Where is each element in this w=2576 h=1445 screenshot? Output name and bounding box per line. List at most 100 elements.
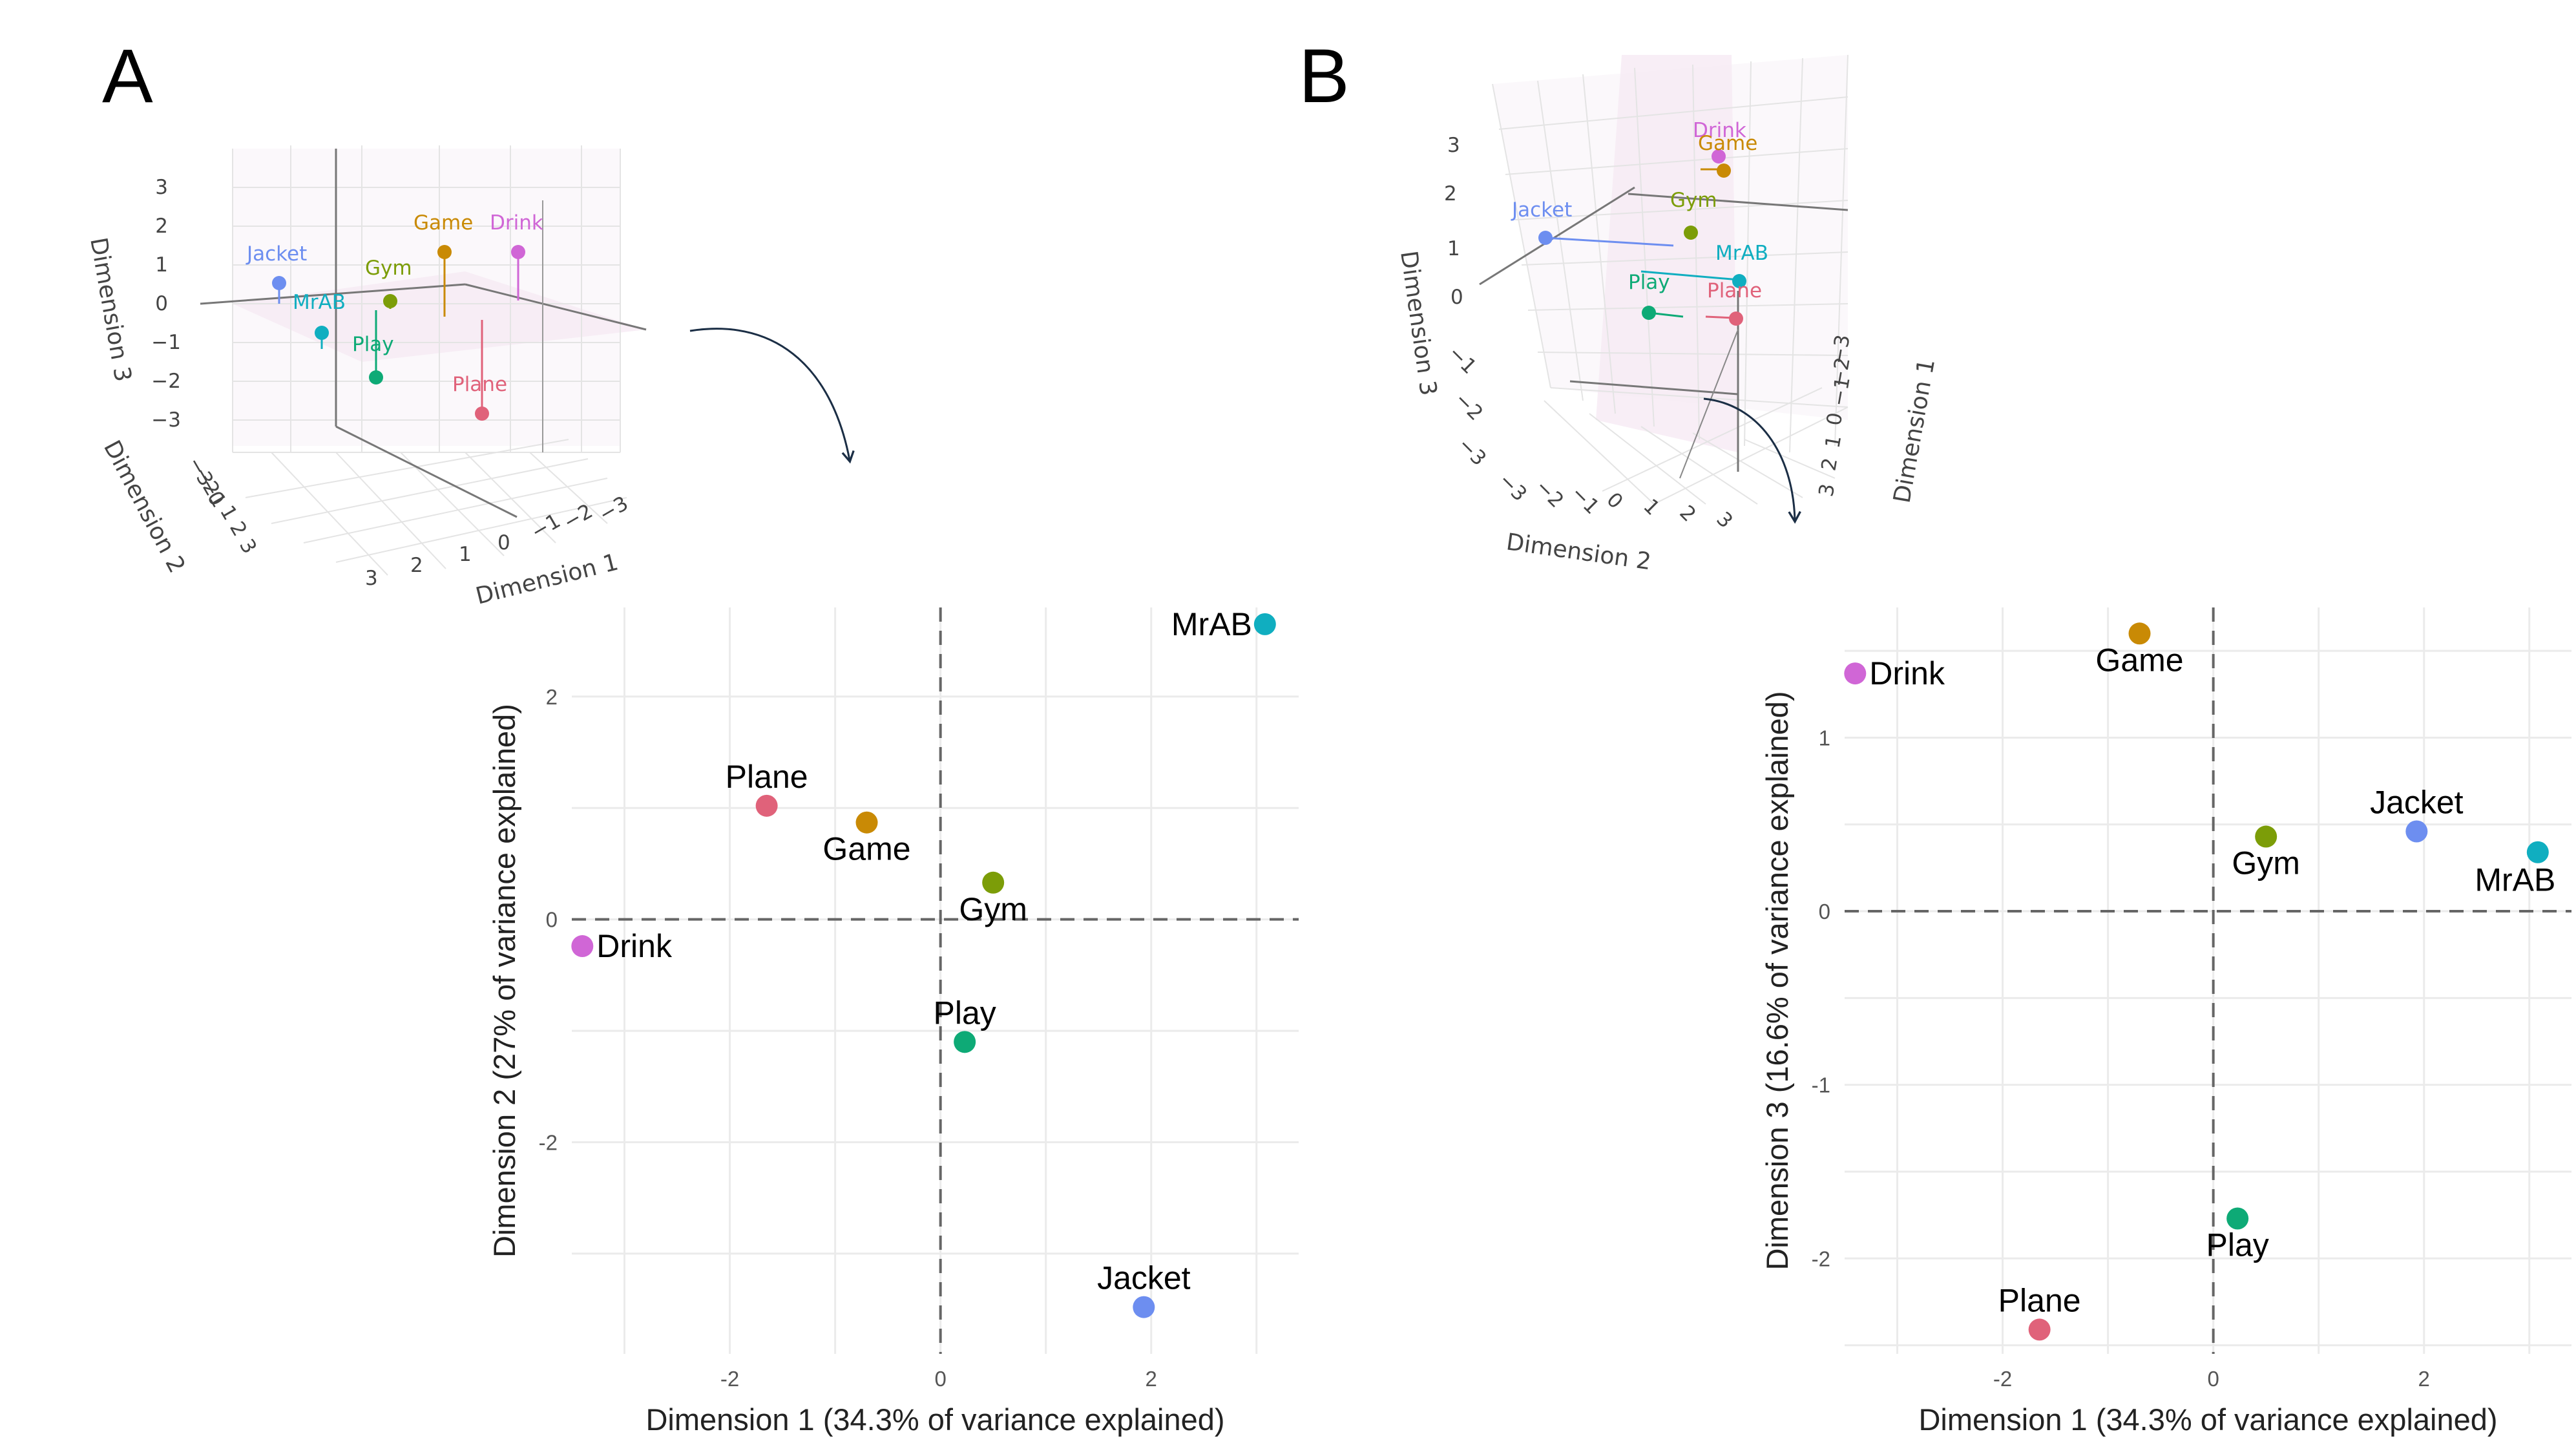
x-tick-label: 0: [934, 1367, 946, 1391]
point-3d-drink: [1712, 149, 1726, 163]
tick-label: 0: [497, 531, 510, 554]
tick-label: −3: [1494, 469, 1531, 506]
plot3d-b-dim1-ticks: −3 −2 −1 0 1 2 3: [1814, 333, 1854, 498]
tick-label: 3: [155, 176, 168, 199]
tick-label: −2: [1450, 388, 1487, 425]
label-3d-gym: Gym: [1670, 189, 1717, 212]
tick-label: 1: [1639, 494, 1664, 520]
point-3d-game: [437, 245, 452, 259]
label-gym: Gym: [959, 891, 1027, 927]
plot3d-a-z-title: Dimension 3: [85, 235, 136, 383]
point-3d-jacket: [272, 276, 286, 290]
tick-label: 1: [155, 253, 168, 277]
panel-a-letter: A: [102, 34, 153, 119]
point-3d-play: [1642, 306, 1656, 320]
tick-label: 2: [410, 554, 423, 577]
point-gym: [982, 871, 1005, 894]
tick-label: 2: [1675, 501, 1700, 526]
tick-label: 1: [459, 543, 472, 566]
tick-label: −1: [1566, 481, 1604, 519]
plot3d-b: 3 2 1 0 −1 −2 −3 Dimension 3 −3 −2 −1 0 …: [1395, 54, 1940, 575]
label-play: Play: [2206, 1227, 2269, 1263]
y-axis-title: Dimension 2 (27% of variance explained): [487, 704, 521, 1258]
y-axis-title: Dimension 3 (16.6% of variance explained…: [1760, 691, 1794, 1270]
label-mrab: MrAB: [1171, 606, 1252, 642]
x-axis-title: Dimension 1 (34.3% of variance explained…: [1918, 1402, 2497, 1437]
panel-b-letter: B: [1299, 34, 1350, 119]
label-3d-game: Game: [414, 211, 473, 235]
point-3d-jacket: [1538, 231, 1553, 245]
point-jacket: [2405, 820, 2428, 843]
tick-label: 1: [1821, 434, 1846, 450]
tick-label: 1: [1447, 237, 1460, 260]
plot3d-a-grid: [232, 145, 627, 576]
point-mrab: [2526, 841, 2549, 863]
point-3d-game: [1717, 163, 1731, 178]
point-jacket: [1133, 1296, 1155, 1318]
point-3d-drink: [511, 245, 525, 259]
x-tick-label: 2: [2418, 1367, 2430, 1391]
point-3d-gym: [383, 294, 397, 308]
tick-label: 0: [1450, 286, 1463, 309]
plot3d-b-grid: [1492, 54, 1848, 505]
plot3d-a: 3 2 1 0 −1 −2 −3 Dimension 3 −3 −2 −1 0 …: [85, 145, 647, 610]
label-3d-play: Play: [1628, 271, 1670, 294]
label-3d-mrab: MrAB: [293, 291, 346, 314]
point-3d-plane: [1729, 311, 1743, 326]
x-tick-label: -2: [1993, 1367, 2012, 1391]
label-3d-plane: Plane: [1707, 279, 1762, 302]
point-drink: [1844, 662, 1867, 685]
tick-label: −3: [151, 408, 181, 432]
y-tick-label: -1: [1812, 1073, 1830, 1097]
label-3d-mrab: MrAB: [1715, 242, 1768, 265]
plot3d-a-points: Jacket MrAB Play Gym Game Drink Plane: [246, 211, 543, 421]
label-game: Game: [2095, 642, 2183, 678]
tick-label: 3: [365, 567, 378, 590]
label-3d-drink: Drink: [1693, 119, 1746, 142]
label-drink: Drink: [596, 928, 673, 964]
tick-label: −3: [1827, 333, 1854, 366]
tick-label: 2: [225, 518, 251, 540]
tick-label: −2: [560, 500, 597, 534]
plot3d-b-dim2-title: Dimension 2: [1505, 529, 1653, 575]
point-play: [954, 1031, 976, 1053]
tick-label: 3: [235, 535, 261, 558]
plot3d-b-z-ticks: 3 2 1 0 −1 −2 −3: [1443, 134, 1491, 470]
tick-label: −2: [1531, 475, 1568, 512]
label-gym: Gym: [2232, 845, 2300, 881]
tick-label: 3: [1447, 134, 1460, 157]
label-mrab: MrAB: [2475, 862, 2555, 898]
point-3d-gym: [1684, 226, 1698, 240]
point-game: [2128, 622, 2151, 645]
point-mrab: [1253, 613, 1276, 635]
label-jacket: Jacket: [2370, 785, 2464, 821]
plot3d-a-dim2-title: Dimension 2: [98, 436, 190, 578]
x-tick-label: 2: [1146, 1367, 1157, 1391]
x-tick-label: -2: [720, 1367, 739, 1391]
point-3d-play: [369, 370, 383, 385]
y-tick-label: 1: [1819, 726, 1830, 750]
label-3d-plane: Plane: [452, 373, 507, 396]
tick-label: 0: [1602, 488, 1627, 513]
tick-label: 0: [155, 292, 168, 315]
scatter-a: -2 0 2 -2 0 2 Dimension 1 (34.3% of variance e…: [487, 606, 1299, 1437]
label-3d-jacket: Jacket: [246, 242, 307, 266]
y-tick-label: 2: [546, 685, 558, 709]
tick-label: −1: [151, 331, 181, 354]
plot3d-b-dim1-title: Dimension 1: [1889, 357, 1940, 505]
label-game: Game: [822, 831, 910, 867]
tick-label: −2: [1827, 355, 1854, 388]
label-3d-gym: Gym: [365, 257, 412, 280]
point-3d-plane: [475, 406, 489, 421]
label-3d-jacket: Jacket: [1511, 198, 1572, 222]
tick-label: −3: [595, 492, 633, 527]
tick-label: −1: [1827, 375, 1854, 408]
x-tick-label: 0: [2207, 1367, 2219, 1391]
plot3d-a-dim2-ticks: −3 −2 −1 0 1 2 3: [183, 453, 261, 558]
plot3d-a-z-ticks: 3 2 1 0 −1 −2 −3: [151, 176, 181, 432]
point-plane: [755, 794, 778, 817]
tick-label: 3: [1814, 482, 1839, 499]
point-3d-mrab: [315, 326, 329, 340]
label-jacket: Jacket: [1097, 1260, 1191, 1296]
